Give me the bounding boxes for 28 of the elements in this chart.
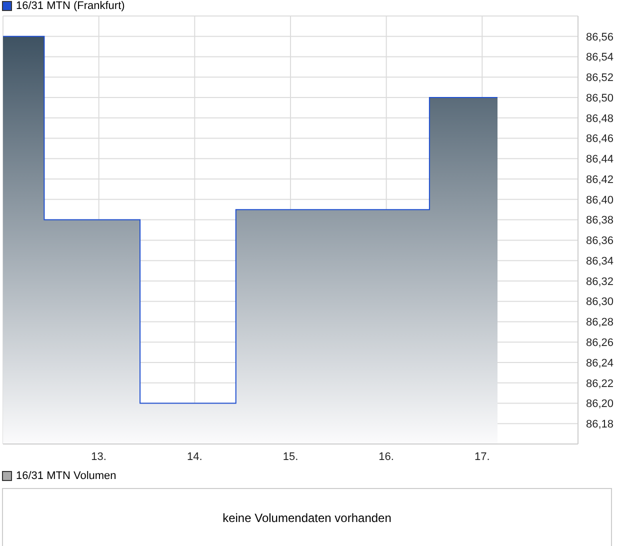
y-tick-label: 86,40 — [586, 194, 614, 206]
y-tick-label: 86,18 — [586, 418, 614, 431]
y-tick-label: 86,56 — [586, 31, 614, 44]
x-tick-label: 15. — [282, 450, 298, 463]
y-tick-label: 86,54 — [586, 52, 614, 64]
x-tick-label: 13. — [91, 450, 106, 463]
y-tick-label: 86,32 — [586, 276, 614, 288]
text: 16/31 MTN Volumen — [16, 470, 116, 482]
y-tick-label: 86,22 — [586, 378, 614, 390]
y-tick-label: 86,46 — [586, 133, 614, 146]
y-tick-label: 86,44 — [586, 154, 614, 166]
x-tick-label: 17. — [474, 450, 490, 463]
y-tick-label: 86,48 — [586, 112, 614, 125]
y-tick-label: 86,26 — [586, 337, 614, 349]
y-tick-label: 86,42 — [586, 174, 614, 186]
y-tick-label: 86,36 — [586, 235, 614, 248]
y-tick-label: 86,24 — [586, 357, 614, 370]
x-tick-label: 14. — [187, 450, 202, 463]
y-tick-label: 86,28 — [586, 316, 614, 329]
text: keine Volumendaten vorhanden — [222, 511, 392, 525]
x-tick-label: 16. — [378, 450, 394, 463]
y-tick-label: 86,34 — [586, 255, 614, 268]
y-tick-label: 86,52 — [586, 72, 614, 84]
y-tick-label: 86,20 — [586, 398, 614, 410]
y-tick-label: 86,38 — [586, 214, 614, 227]
legend-label: 16/31 MTN (Frankfurt) — [16, 0, 125, 12]
y-tick-label: 86,50 — [586, 92, 614, 104]
y-tick-label: 86,30 — [586, 296, 614, 308]
